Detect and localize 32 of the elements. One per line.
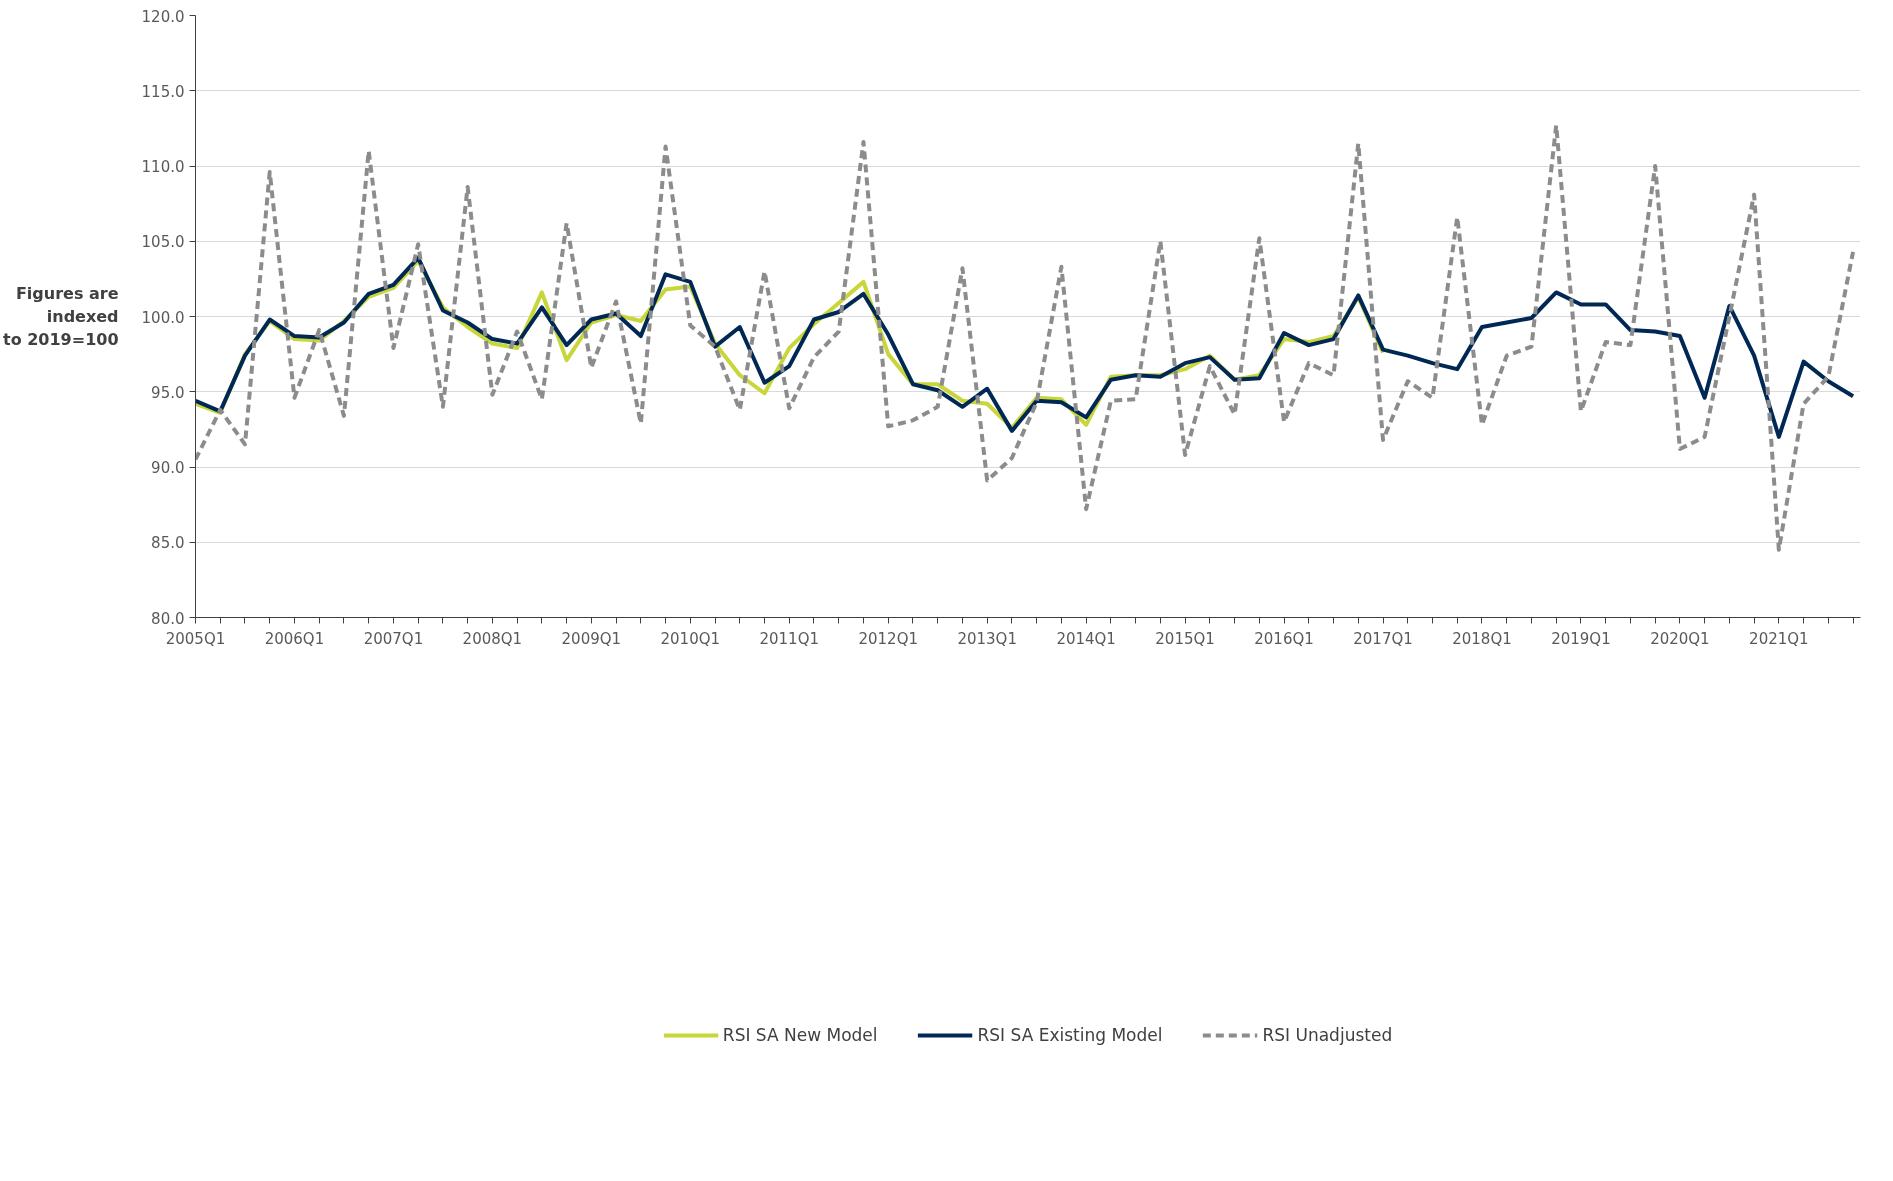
y-tick-label: 80.0 <box>151 609 185 628</box>
x-tick-label: 2019Q1 <box>1551 629 1611 648</box>
x-tick-label: 2007Q1 <box>363 629 424 648</box>
legend-label: RSI Unadjusted <box>1262 1025 1393 1045</box>
x-tick-label: 2011Q1 <box>759 629 820 648</box>
y-tick-label: 90.0 <box>151 459 185 477</box>
legend-label: RSI SA New Model <box>722 1025 878 1045</box>
x-tick-label: 2008Q1 <box>462 629 523 648</box>
x-tick-label: 2013Q1 <box>957 629 1017 648</box>
x-tick-label: 2014Q1 <box>1056 629 1116 648</box>
legend-label: RSI SA Existing Model <box>977 1025 1163 1045</box>
y-tick-label: 110.0 <box>141 158 185 176</box>
x-tick-label: 2009Q1 <box>561 629 622 648</box>
x-tick-label: 2018Q1 <box>1452 629 1512 648</box>
x-tick-label: 2010Q1 <box>660 629 721 648</box>
line-series <box>195 123 1856 552</box>
x-tick-label: 2006Q1 <box>264 629 325 648</box>
x-tick-label: 2005Q1 <box>165 629 226 648</box>
x-tick-label: 2016Q1 <box>1254 629 1314 648</box>
x-tick-label: 2021Q1 <box>1749 629 1809 648</box>
y-axis-title: Figures are indexed to 2019=100 <box>3 284 119 349</box>
y-tick-label: 105.0 <box>141 233 185 252</box>
y-tick-label: 95.0 <box>151 383 185 402</box>
y-tick-label: 115.0 <box>141 82 185 101</box>
x-tick-label: 2017Q1 <box>1353 629 1413 648</box>
y-tick-label: 85.0 <box>151 534 185 553</box>
line-series <box>195 255 1856 439</box>
y-tick-label: 120.0 <box>141 7 185 26</box>
x-tick-label: 2015Q1 <box>1155 629 1215 648</box>
x-tick-label: 2012Q1 <box>858 629 918 648</box>
y-tick-label: 100.0 <box>141 308 185 327</box>
x-tick-label: 2020Q1 <box>1650 629 1710 648</box>
